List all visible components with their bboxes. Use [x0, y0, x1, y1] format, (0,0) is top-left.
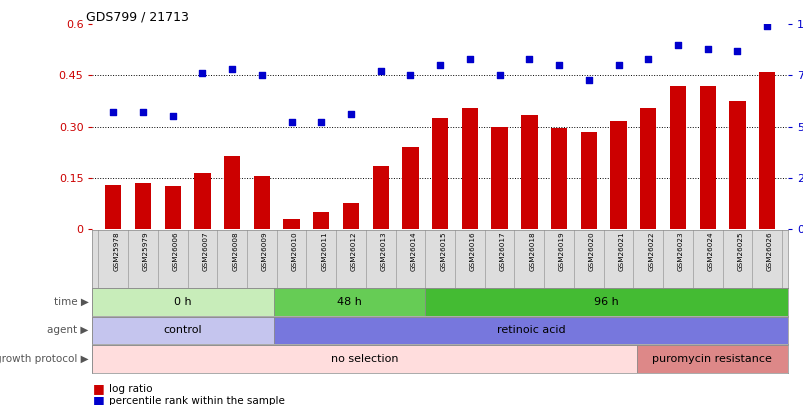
Bar	[636, 345, 787, 373]
Text: log ratio: log ratio	[108, 384, 152, 394]
Text: 96 h: 96 h	[593, 297, 618, 307]
Bar	[669, 86, 685, 229]
Point	[137, 109, 149, 115]
Text: GSM26009: GSM26009	[262, 231, 267, 271]
Text: time ▶: time ▶	[54, 297, 88, 307]
Point	[730, 48, 743, 54]
Text: ■: ■	[92, 382, 104, 395]
Bar	[283, 219, 300, 229]
Text: no selection: no selection	[331, 354, 397, 364]
Text: GSM26016: GSM26016	[469, 231, 475, 271]
Text: GSM26011: GSM26011	[321, 231, 327, 271]
Bar	[520, 115, 537, 229]
Bar	[431, 118, 448, 229]
Text: 0 h: 0 h	[174, 297, 192, 307]
Bar	[92, 345, 636, 373]
Point	[404, 72, 417, 79]
Bar	[92, 288, 274, 316]
Text: GSM26007: GSM26007	[202, 231, 208, 271]
Bar	[699, 86, 715, 229]
Point	[166, 113, 179, 119]
Point	[226, 66, 238, 72]
Bar	[165, 186, 181, 229]
Point	[492, 72, 505, 79]
Text: 48 h: 48 h	[336, 297, 361, 307]
Bar	[224, 156, 240, 229]
Text: GSM26010: GSM26010	[291, 231, 297, 271]
Text: GDS799 / 21713: GDS799 / 21713	[85, 10, 188, 23]
Text: GSM26021: GSM26021	[618, 231, 624, 271]
Bar	[758, 72, 774, 229]
Text: GSM26014: GSM26014	[410, 231, 416, 271]
Bar	[402, 147, 418, 229]
Text: GSM26012: GSM26012	[351, 231, 357, 271]
Text: puromycin resistance: puromycin resistance	[651, 354, 772, 364]
Text: agent ▶: agent ▶	[47, 326, 88, 335]
Bar	[92, 317, 274, 344]
Text: GSM26023: GSM26023	[677, 231, 683, 271]
Bar	[491, 126, 507, 229]
Text: GSM26006: GSM26006	[173, 231, 178, 271]
Text: ■: ■	[92, 394, 104, 405]
Point	[611, 62, 624, 68]
Point	[374, 68, 387, 75]
Point	[700, 46, 713, 52]
Bar	[194, 173, 210, 229]
Bar	[105, 185, 121, 229]
Bar	[550, 128, 567, 229]
Point	[107, 109, 120, 115]
Point	[463, 56, 475, 62]
Point	[344, 111, 357, 117]
Text: GSM26024: GSM26024	[707, 231, 713, 271]
Text: GSM26020: GSM26020	[588, 231, 594, 271]
Text: GSM26022: GSM26022	[647, 231, 654, 271]
Bar	[580, 132, 596, 229]
Text: retinoic acid: retinoic acid	[496, 326, 565, 335]
Bar	[425, 288, 787, 316]
Bar	[274, 317, 787, 344]
Text: GSM25978: GSM25978	[113, 231, 119, 271]
Text: percentile rank within the sample: percentile rank within the sample	[108, 396, 284, 405]
Text: GSM26019: GSM26019	[558, 231, 565, 271]
Text: control: control	[164, 326, 202, 335]
Text: GSM26018: GSM26018	[528, 231, 535, 271]
Point	[552, 62, 565, 68]
Bar	[312, 212, 329, 229]
Point	[285, 119, 298, 126]
Bar	[342, 203, 359, 229]
Text: growth protocol ▶: growth protocol ▶	[0, 354, 88, 364]
Point	[760, 23, 772, 30]
Bar	[609, 122, 626, 229]
Point	[255, 72, 268, 79]
Bar	[461, 108, 478, 229]
Bar	[728, 101, 744, 229]
Point	[196, 70, 209, 77]
Text: GSM26013: GSM26013	[381, 231, 386, 271]
Point	[434, 62, 446, 68]
Point	[315, 119, 328, 126]
Bar	[254, 176, 270, 229]
Text: GSM26015: GSM26015	[440, 231, 446, 271]
Bar	[639, 108, 655, 229]
Text: GSM26025: GSM26025	[736, 231, 743, 271]
Bar	[135, 183, 151, 229]
Text: GSM26017: GSM26017	[499, 231, 505, 271]
Point	[671, 42, 683, 48]
Text: GSM25979: GSM25979	[143, 231, 149, 271]
Bar	[274, 288, 425, 316]
Text: GSM26026: GSM26026	[766, 231, 772, 271]
Point	[641, 56, 654, 62]
Text: GSM26008: GSM26008	[232, 231, 238, 271]
Point	[581, 76, 594, 83]
Point	[522, 56, 535, 62]
Bar	[372, 166, 389, 229]
